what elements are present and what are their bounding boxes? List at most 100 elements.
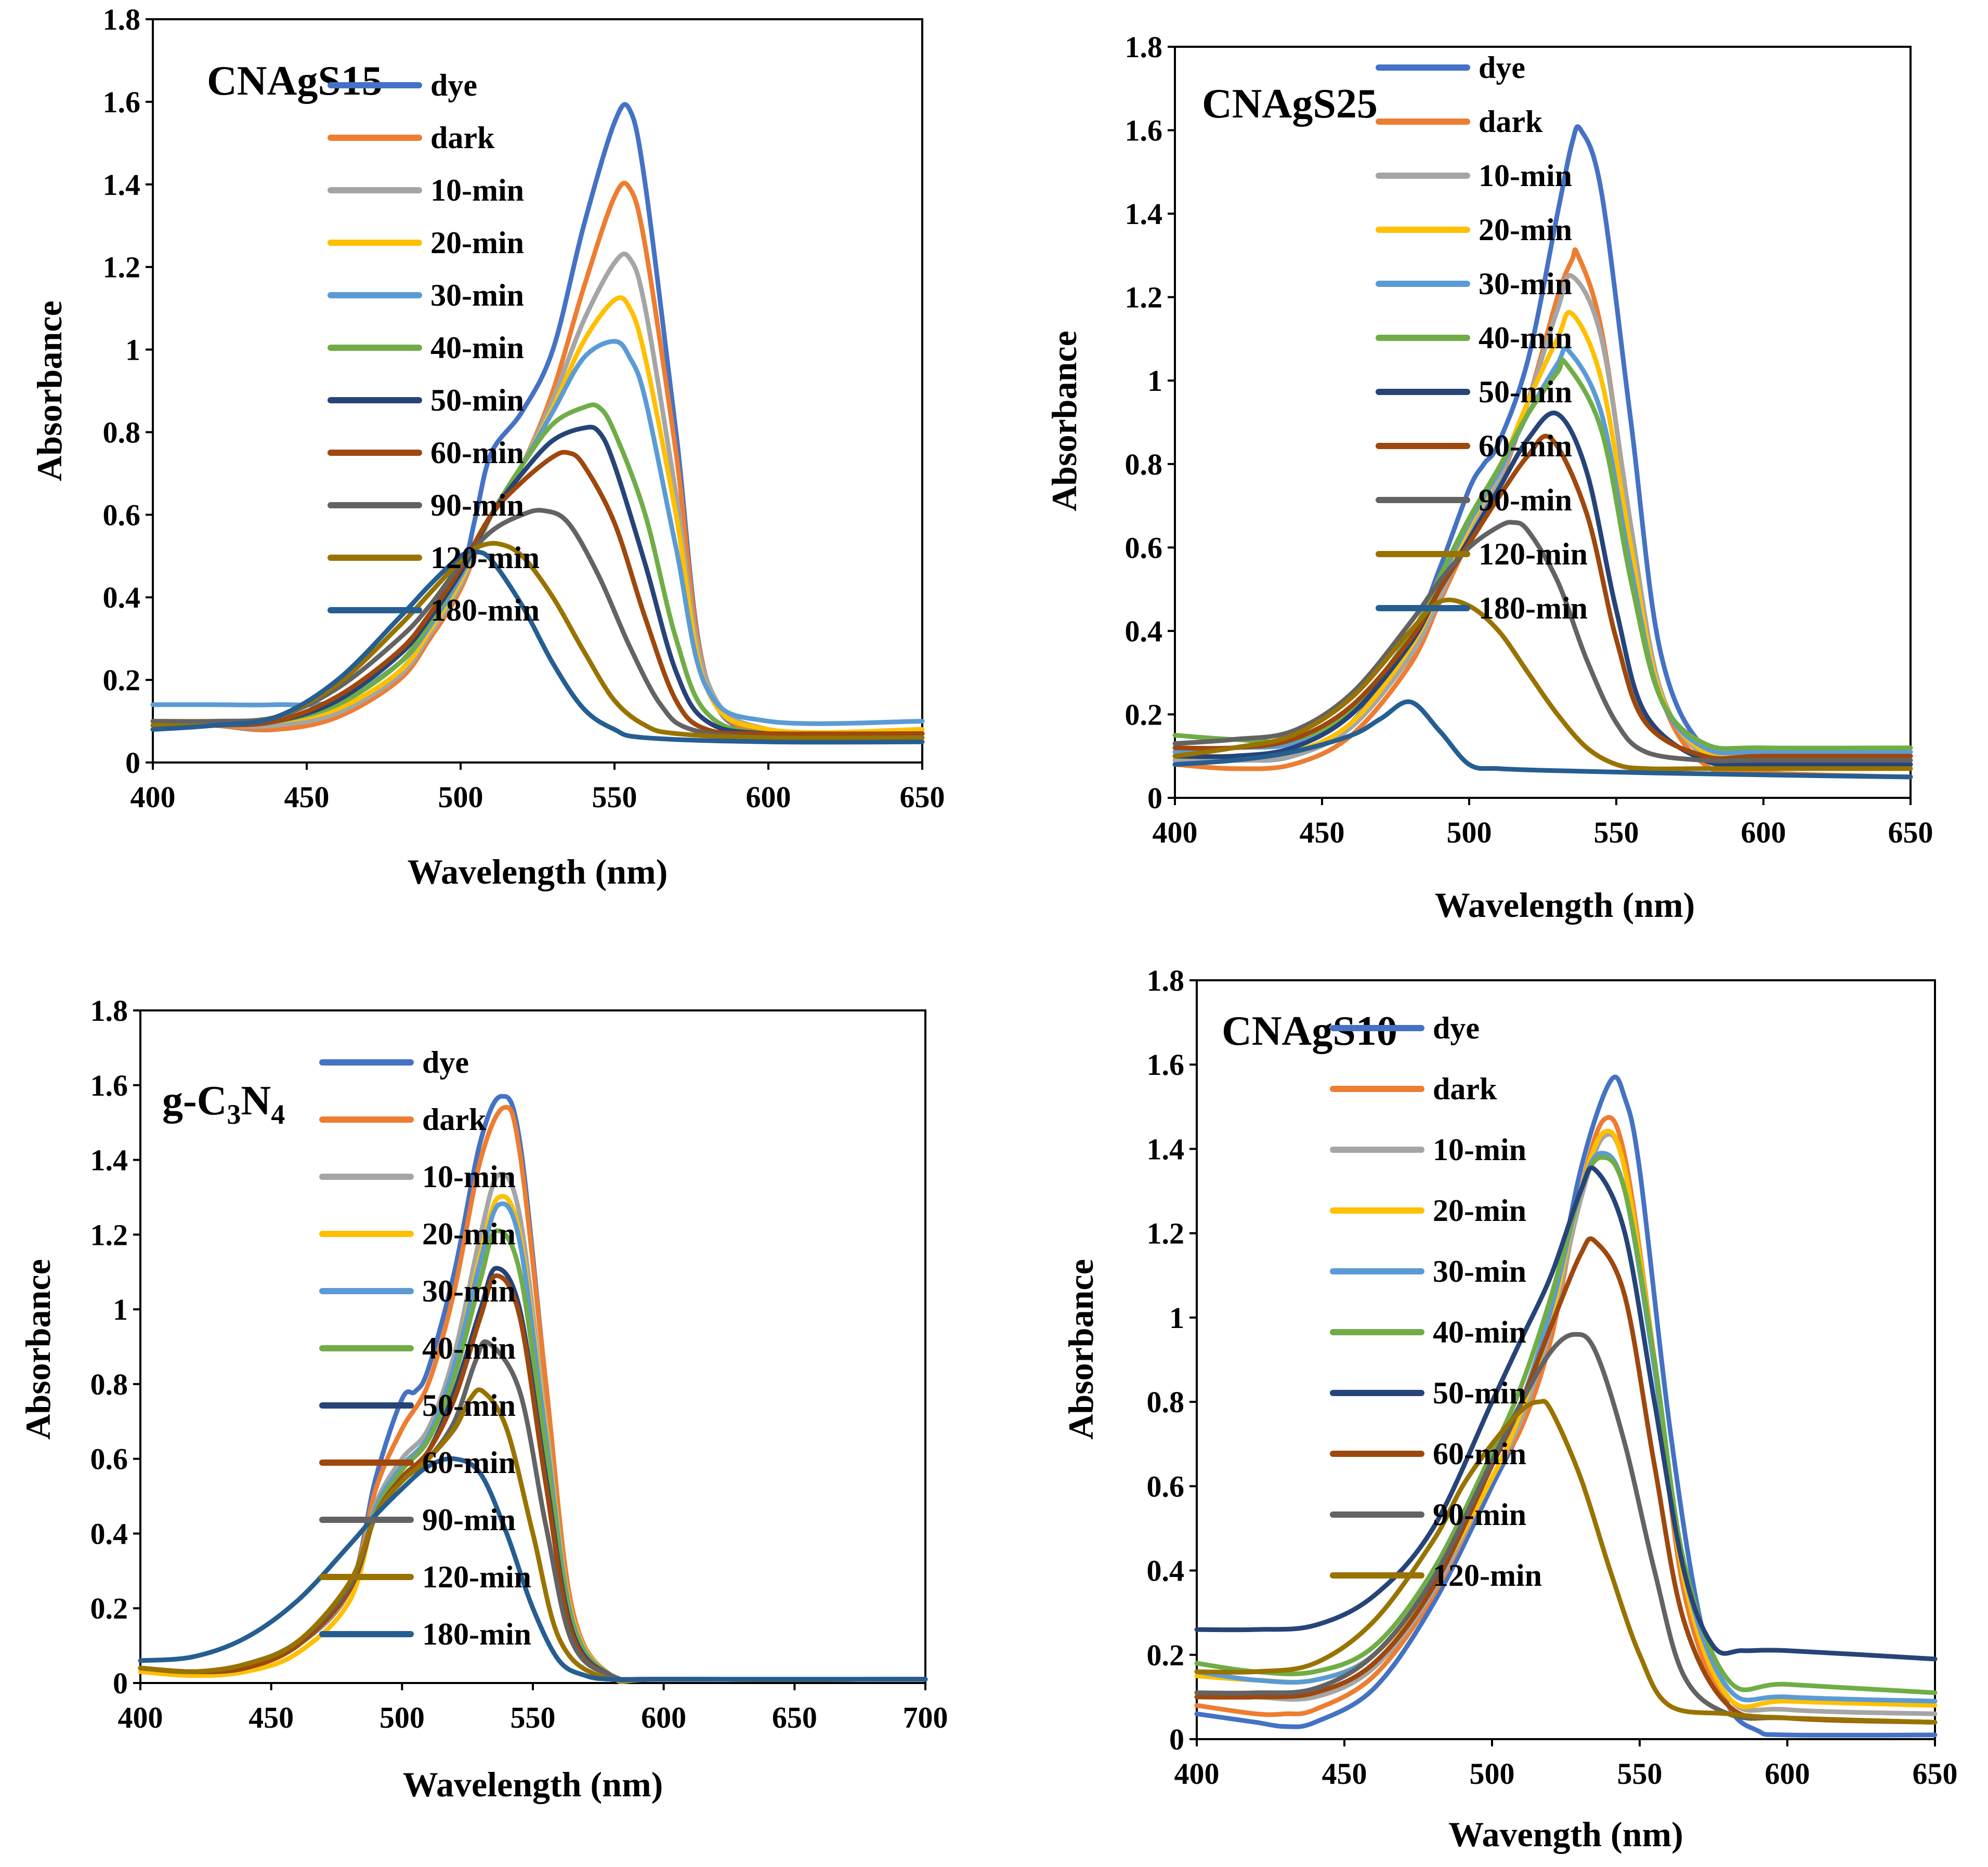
- x-tick-label: 450: [284, 780, 330, 814]
- legend-label-20-min: 20-min: [1433, 1193, 1526, 1228]
- y-tick-label: 0.6: [90, 1442, 128, 1476]
- series-line-50-min: [1172, 411, 1913, 768]
- chart-title: CNAgS15: [207, 58, 383, 104]
- y-tick-label: 0.4: [1147, 1554, 1185, 1588]
- legend-label-20-min: 20-min: [1479, 213, 1572, 247]
- x-tick-label: 500: [380, 1701, 425, 1734]
- series-line-30-min: [150, 339, 925, 726]
- series-line-20-min: [150, 295, 925, 735]
- x-axis-title: Wavelength (nm): [1435, 885, 1695, 925]
- y-tick-label: 1.8: [90, 994, 128, 1028]
- y-tick-label: 0.4: [103, 581, 141, 614]
- x-axis-title: Wavength (nm): [1448, 1815, 1683, 1854]
- legend-label-180-min: 180-min: [1479, 591, 1588, 625]
- chart-g-c3n4: g-C3N4 Wavelength (nm) Absorbance 0 0.2 0.…: [18, 994, 948, 1804]
- legend-label-50-min: 50-min: [1433, 1376, 1526, 1410]
- series-line-120-min: [1172, 597, 1913, 771]
- y-tick-label: 1.2: [103, 251, 141, 284]
- legend-label-60-min: 60-min: [422, 1445, 516, 1480]
- y-tick-label: 0: [125, 746, 140, 780]
- legend-label-20-min: 20-min: [430, 226, 524, 260]
- series-line-dark: [150, 180, 925, 740]
- plot-area: [1174, 46, 1912, 799]
- x-tick-label: 600: [746, 780, 791, 814]
- legend-label-30-min: 30-min: [1479, 267, 1572, 301]
- series-line-dark: [1194, 1115, 1938, 1725]
- series-line-120-min: [138, 1387, 928, 1682]
- x-tick-label: 700: [903, 1701, 948, 1734]
- y-tick-label: 1: [1147, 364, 1162, 398]
- legend-label-dark: dark: [1433, 1072, 1497, 1106]
- legend-label-180-min: 180-min: [430, 593, 540, 627]
- chart-title: CNAgS25: [1202, 81, 1378, 127]
- y-tick-label: 1: [1169, 1301, 1184, 1335]
- legend-label-120-min: 120-min: [430, 541, 540, 575]
- y-tick-label: 1.4: [103, 168, 141, 202]
- series-line-10-min: [150, 252, 925, 735]
- y-axis-title: Absorbance: [18, 1259, 58, 1440]
- legend-label-120-min: 120-min: [1433, 1558, 1542, 1593]
- legend-label-90-min: 90-min: [1479, 483, 1572, 517]
- x-tick-label: 400: [130, 780, 176, 814]
- legend-label-60-min: 60-min: [1479, 429, 1572, 463]
- legend-label-dye: dye: [422, 1045, 469, 1080]
- y-axis-title: Absorbance: [1044, 331, 1084, 511]
- y-axis-title: Absorbance: [1061, 1259, 1101, 1440]
- x-tick-label: 450: [1322, 1757, 1367, 1791]
- legend-label-90-min: 90-min: [422, 1503, 516, 1537]
- y-tick-label: 1.2: [1125, 281, 1163, 314]
- x-tick-label: 450: [248, 1701, 294, 1734]
- x-tick-label: 600: [1765, 1757, 1810, 1791]
- x-tick-label: 650: [1888, 816, 1933, 849]
- y-tick-label: 1.8: [1147, 964, 1185, 997]
- x-tick-label: 400: [1174, 1757, 1220, 1791]
- legend-label-30-min: 30-min: [422, 1274, 516, 1308]
- y-tick-label: 0.8: [103, 415, 141, 449]
- series-line-180-min: [138, 1456, 928, 1682]
- series-line-60-min: [1194, 1236, 1938, 1725]
- x-tick-label: 650: [1913, 1757, 1958, 1791]
- y-tick-label: 0.2: [1125, 698, 1163, 731]
- series-line-50-min: [150, 425, 925, 737]
- y-tick-label: 1.4: [90, 1143, 128, 1177]
- chart-cnags15: CNAgS15 Wavelength (nm) Absorbance 0 0.2 0…: [30, 3, 945, 891]
- plot-area: [1196, 979, 1936, 1740]
- legend-label-20-min: 20-min: [422, 1217, 516, 1251]
- y-tick-label: 1.2: [1147, 1217, 1185, 1251]
- series-line-dark: [1172, 247, 1913, 780]
- legend-label-90-min: 90-min: [430, 488, 524, 522]
- y-tick-label: 1.2: [90, 1218, 128, 1252]
- legend-label-40-min: 40-min: [1479, 321, 1572, 355]
- legend-label-60-min: 60-min: [1433, 1437, 1526, 1471]
- y-tick-label: 0.2: [90, 1592, 128, 1625]
- x-axis-title: Wavelength (nm): [408, 852, 668, 891]
- y-tick-label: 0.8: [1125, 448, 1163, 481]
- x-tick-label: 550: [511, 1701, 556, 1734]
- x-tick-label: 400: [1153, 816, 1198, 849]
- x-tick-label: 500: [1470, 1757, 1515, 1791]
- legend-label-30-min: 30-min: [430, 278, 524, 312]
- x-tick-label: 650: [772, 1701, 817, 1734]
- series-line-60-min: [150, 450, 925, 737]
- y-tick-label: 0.6: [103, 498, 141, 532]
- y-tick-label: 0.8: [1147, 1385, 1185, 1419]
- y-tick-label: 1: [125, 333, 140, 367]
- legend-label-40-min: 40-min: [422, 1331, 516, 1365]
- legend-label-120-min: 120-min: [1479, 537, 1588, 571]
- y-tick-label: 0.6: [1147, 1469, 1185, 1503]
- y-tick-label: 0: [1147, 781, 1162, 815]
- series-line-40-min: [150, 402, 925, 738]
- legend-label-60-min: 60-min: [430, 436, 524, 470]
- legend-label-180-min: 180-min: [422, 1617, 531, 1651]
- legend-label-dye: dye: [430, 68, 477, 102]
- x-tick-label: 600: [1741, 816, 1786, 849]
- y-tick-label: 0.2: [103, 663, 141, 697]
- y-tick-label: 0.8: [90, 1368, 128, 1401]
- legend-label-120-min: 120-min: [422, 1560, 531, 1594]
- chart-cnags10: CNAgS10 Wavength (nm) Absorbance 00.20.4…: [1061, 964, 1958, 1854]
- x-tick-label: 550: [1617, 1757, 1663, 1791]
- legend-label-dye: dye: [1433, 1011, 1480, 1045]
- legend-label-50-min: 50-min: [1479, 375, 1572, 409]
- x-tick-label: 650: [900, 780, 945, 814]
- legend-label-40-min: 40-min: [1433, 1315, 1526, 1349]
